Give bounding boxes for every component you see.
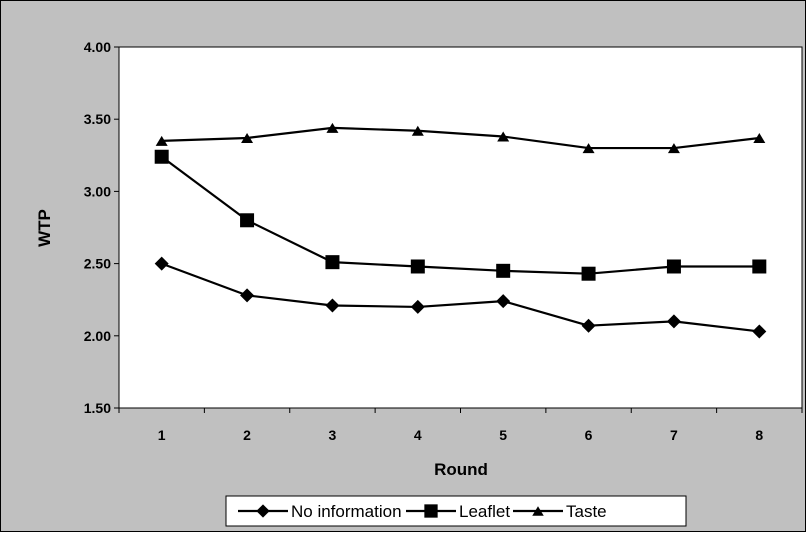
y-tick-label: 3.00 <box>84 183 111 199</box>
y-tick-label: 4.00 <box>84 39 111 55</box>
data-point-taste <box>582 143 595 154</box>
legend-label-taste: Taste <box>566 502 607 521</box>
data-point-leaflet <box>752 259 767 274</box>
legend-marker-leaflet <box>424 504 438 518</box>
data-point-taste <box>155 135 168 146</box>
data-point-no-information <box>240 288 255 303</box>
series-leaflet <box>154 149 767 281</box>
data-point-no-information <box>154 256 169 271</box>
legend-label-leaflet: Leaflet <box>459 502 510 521</box>
data-point-taste <box>411 125 424 136</box>
data-point-leaflet <box>581 266 596 281</box>
data-point-leaflet <box>666 259 681 274</box>
y-tick-label: 2.50 <box>84 256 111 272</box>
data-point-leaflet <box>154 149 169 164</box>
series-layer <box>154 122 767 339</box>
data-point-taste <box>753 132 766 143</box>
x-axis-title: Round <box>434 460 488 479</box>
data-point-taste <box>497 131 510 142</box>
series-line-leaflet <box>161 155 760 275</box>
y-axis-title: WTP <box>35 209 54 247</box>
series-line-taste <box>161 126 760 150</box>
x-tick-label: 2 <box>243 427 251 443</box>
data-point-leaflet <box>240 213 255 228</box>
x-tick-label: 7 <box>670 427 678 443</box>
series-no-information <box>154 256 767 339</box>
data-point-no-information <box>325 298 340 313</box>
series-line-no-information <box>161 262 760 333</box>
x-tick-label: 4 <box>414 427 422 443</box>
y-tick-label: 1.50 <box>84 400 111 416</box>
legend-marker-no-information <box>256 504 270 518</box>
x-tick-label: 6 <box>585 427 593 443</box>
data-point-leaflet <box>410 259 425 274</box>
data-point-no-information <box>410 299 425 314</box>
x-tick-label: 3 <box>329 427 337 443</box>
data-point-no-information <box>496 294 511 309</box>
x-tick-label: 5 <box>499 427 507 443</box>
data-point-no-information <box>666 314 681 329</box>
data-point-leaflet <box>496 263 511 278</box>
y-tick-label: 3.50 <box>84 111 111 127</box>
data-point-leaflet <box>325 255 340 270</box>
plot-area <box>118 46 803 409</box>
axes: 1.50 2.00 2.50 3.00 3.50 4.00 1 2 3 4 5 6 7 8 <box>84 39 803 443</box>
legend: No information Leaflet Taste <box>225 495 687 527</box>
y-tick-label: 2.00 <box>84 328 111 344</box>
data-point-taste <box>326 122 339 133</box>
data-point-taste <box>241 132 254 143</box>
x-tick-label: 1 <box>158 427 166 443</box>
legend-marker-taste <box>532 506 544 516</box>
legend-label-no-information: No information <box>291 502 402 521</box>
series-taste <box>155 122 766 154</box>
data-point-taste <box>667 143 680 154</box>
data-point-no-information <box>581 318 596 333</box>
data-point-no-information <box>752 324 767 339</box>
x-tick-label: 8 <box>755 427 763 443</box>
